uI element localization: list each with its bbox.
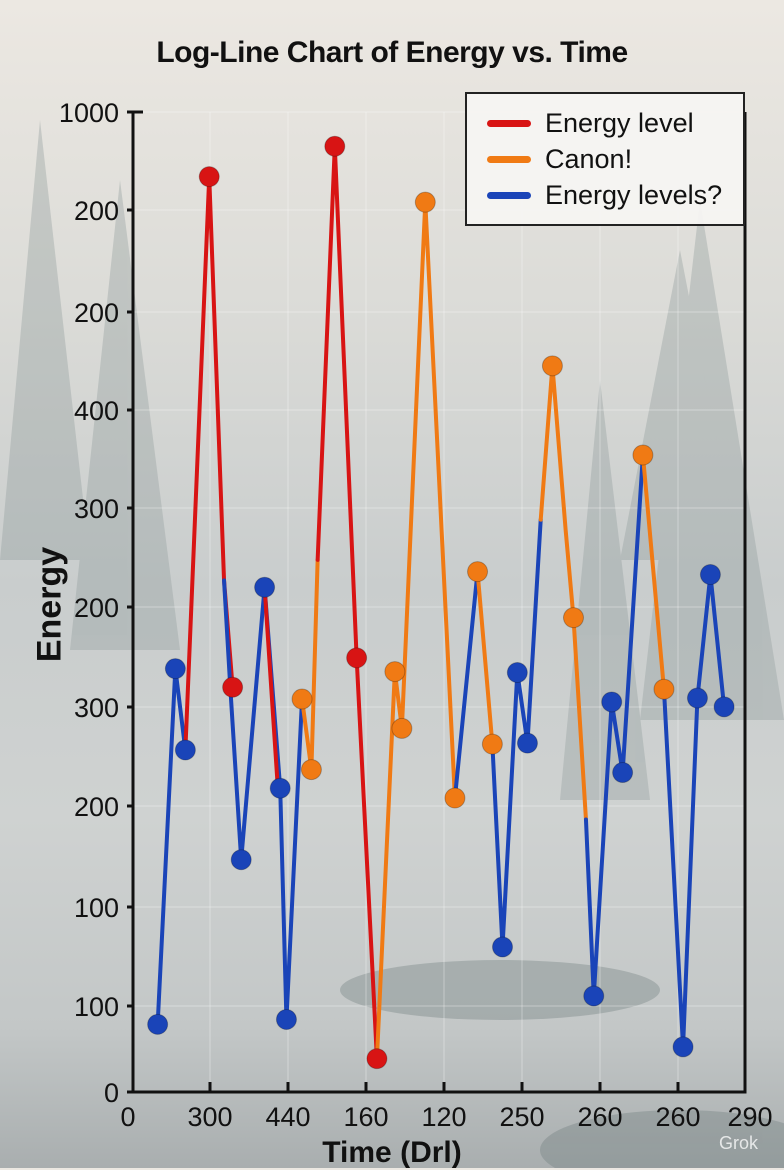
series-line-2 — [222, 578, 305, 1022]
data-point-0 — [198, 166, 220, 188]
data-point-2 — [601, 691, 623, 713]
series-line-0 — [262, 585, 280, 791]
data-point-0 — [346, 647, 368, 669]
series-line-2 — [490, 517, 543, 949]
y-tick-label: 200 — [74, 196, 119, 226]
series-markers — [147, 135, 735, 1070]
series-lines — [155, 144, 727, 1061]
y-tick-label: 300 — [74, 494, 119, 524]
data-point-2 — [492, 936, 513, 958]
data-point-0 — [222, 676, 244, 698]
x-tick-label: 440 — [265, 1102, 310, 1132]
data-point-2 — [583, 985, 605, 1007]
series-line-1 — [300, 557, 320, 772]
legend-label: Energy level — [545, 108, 694, 138]
data-point-2 — [516, 732, 538, 754]
data-point-1 — [653, 678, 675, 700]
axes: 0 100 100 200 300 200 300 400 200 200 1000 0 300 440 1… — [59, 98, 773, 1132]
data-point-2 — [506, 662, 528, 684]
data-point-1 — [391, 717, 413, 739]
data-point-2 — [612, 762, 634, 784]
legend-label: Energy levels? — [545, 180, 723, 210]
x-axis-label: Time (Drl) — [322, 1136, 462, 1169]
data-point-2 — [713, 696, 735, 718]
legend-label: Canon! — [545, 144, 633, 174]
data-point-0 — [324, 135, 346, 157]
legend-swatch-blue — [487, 192, 531, 199]
series-line-1 — [374, 200, 457, 1061]
axis-lines — [131, 112, 747, 1094]
data-point-1 — [632, 444, 654, 466]
x-tick-label: 160 — [343, 1102, 388, 1132]
series-line-0 — [183, 174, 235, 752]
y-tick-label: 400 — [74, 396, 119, 426]
series-line-2 — [661, 572, 727, 1049]
series-line-2 — [155, 666, 188, 1027]
data-point-2 — [686, 687, 708, 709]
series-line-1 — [475, 569, 495, 747]
x-tick-label: 0 — [120, 1102, 135, 1132]
y-tick-label: 100 — [74, 893, 119, 923]
x-tick-label: 120 — [421, 1102, 466, 1132]
chart-title: Log-Line Chart of Energy vs. Time — [156, 36, 628, 69]
data-point-2 — [164, 658, 186, 680]
grid — [133, 111, 745, 1092]
data-point-1 — [384, 661, 406, 683]
data-point-1 — [414, 191, 436, 213]
x-tick-label: 260 — [655, 1102, 700, 1132]
x-tick-label: 250 — [499, 1102, 544, 1132]
data-point-2 — [147, 1013, 169, 1035]
y-tick-label: 200 — [74, 593, 119, 623]
data-point-2 — [699, 564, 721, 586]
series-line-1 — [538, 363, 588, 822]
data-point-1 — [444, 787, 466, 809]
y-tick-label: 300 — [74, 693, 119, 723]
data-point-2 — [230, 849, 252, 871]
series-line-2 — [583, 453, 645, 998]
y-tick-label: 200 — [74, 298, 119, 328]
y-tick-label: 100 — [74, 992, 119, 1022]
legend-swatch-orange — [487, 156, 531, 163]
y-tick-label: 0 — [104, 1078, 119, 1108]
x-tick-label: 290 — [727, 1102, 772, 1132]
grok-watermark: Grok — [718, 1133, 758, 1153]
data-point-1 — [481, 733, 503, 755]
data-point-2 — [174, 739, 196, 761]
legend-item-energy-level: Energy level — [487, 108, 694, 139]
data-point-2 — [672, 1036, 694, 1058]
legend-item-canon: Canon! — [487, 144, 632, 175]
series-line-0 — [315, 144, 379, 1061]
series-line-2 — [452, 569, 480, 800]
legend-swatch-red — [487, 120, 531, 127]
data-point-2 — [254, 576, 276, 598]
legend: Energy level Canon! Energy levels? — [465, 92, 745, 226]
data-point-2 — [269, 777, 291, 799]
data-point-1 — [562, 607, 584, 629]
data-point-1 — [541, 355, 563, 377]
data-point-1 — [300, 759, 322, 781]
data-point-1 — [467, 561, 489, 583]
y-tick-label: 200 — [74, 792, 119, 822]
legend-item-energy-levels: Energy levels? — [487, 180, 722, 211]
series-line-1 — [640, 453, 666, 692]
data-point-2 — [275, 1008, 297, 1030]
y-axis-label: Energy — [30, 546, 69, 663]
x-tick-label: 300 — [187, 1102, 232, 1132]
data-point-0 — [366, 1048, 388, 1070]
y-tick-label: 1000 — [59, 98, 119, 128]
data-point-1 — [291, 688, 313, 710]
x-tick-label: 260 — [577, 1102, 622, 1132]
